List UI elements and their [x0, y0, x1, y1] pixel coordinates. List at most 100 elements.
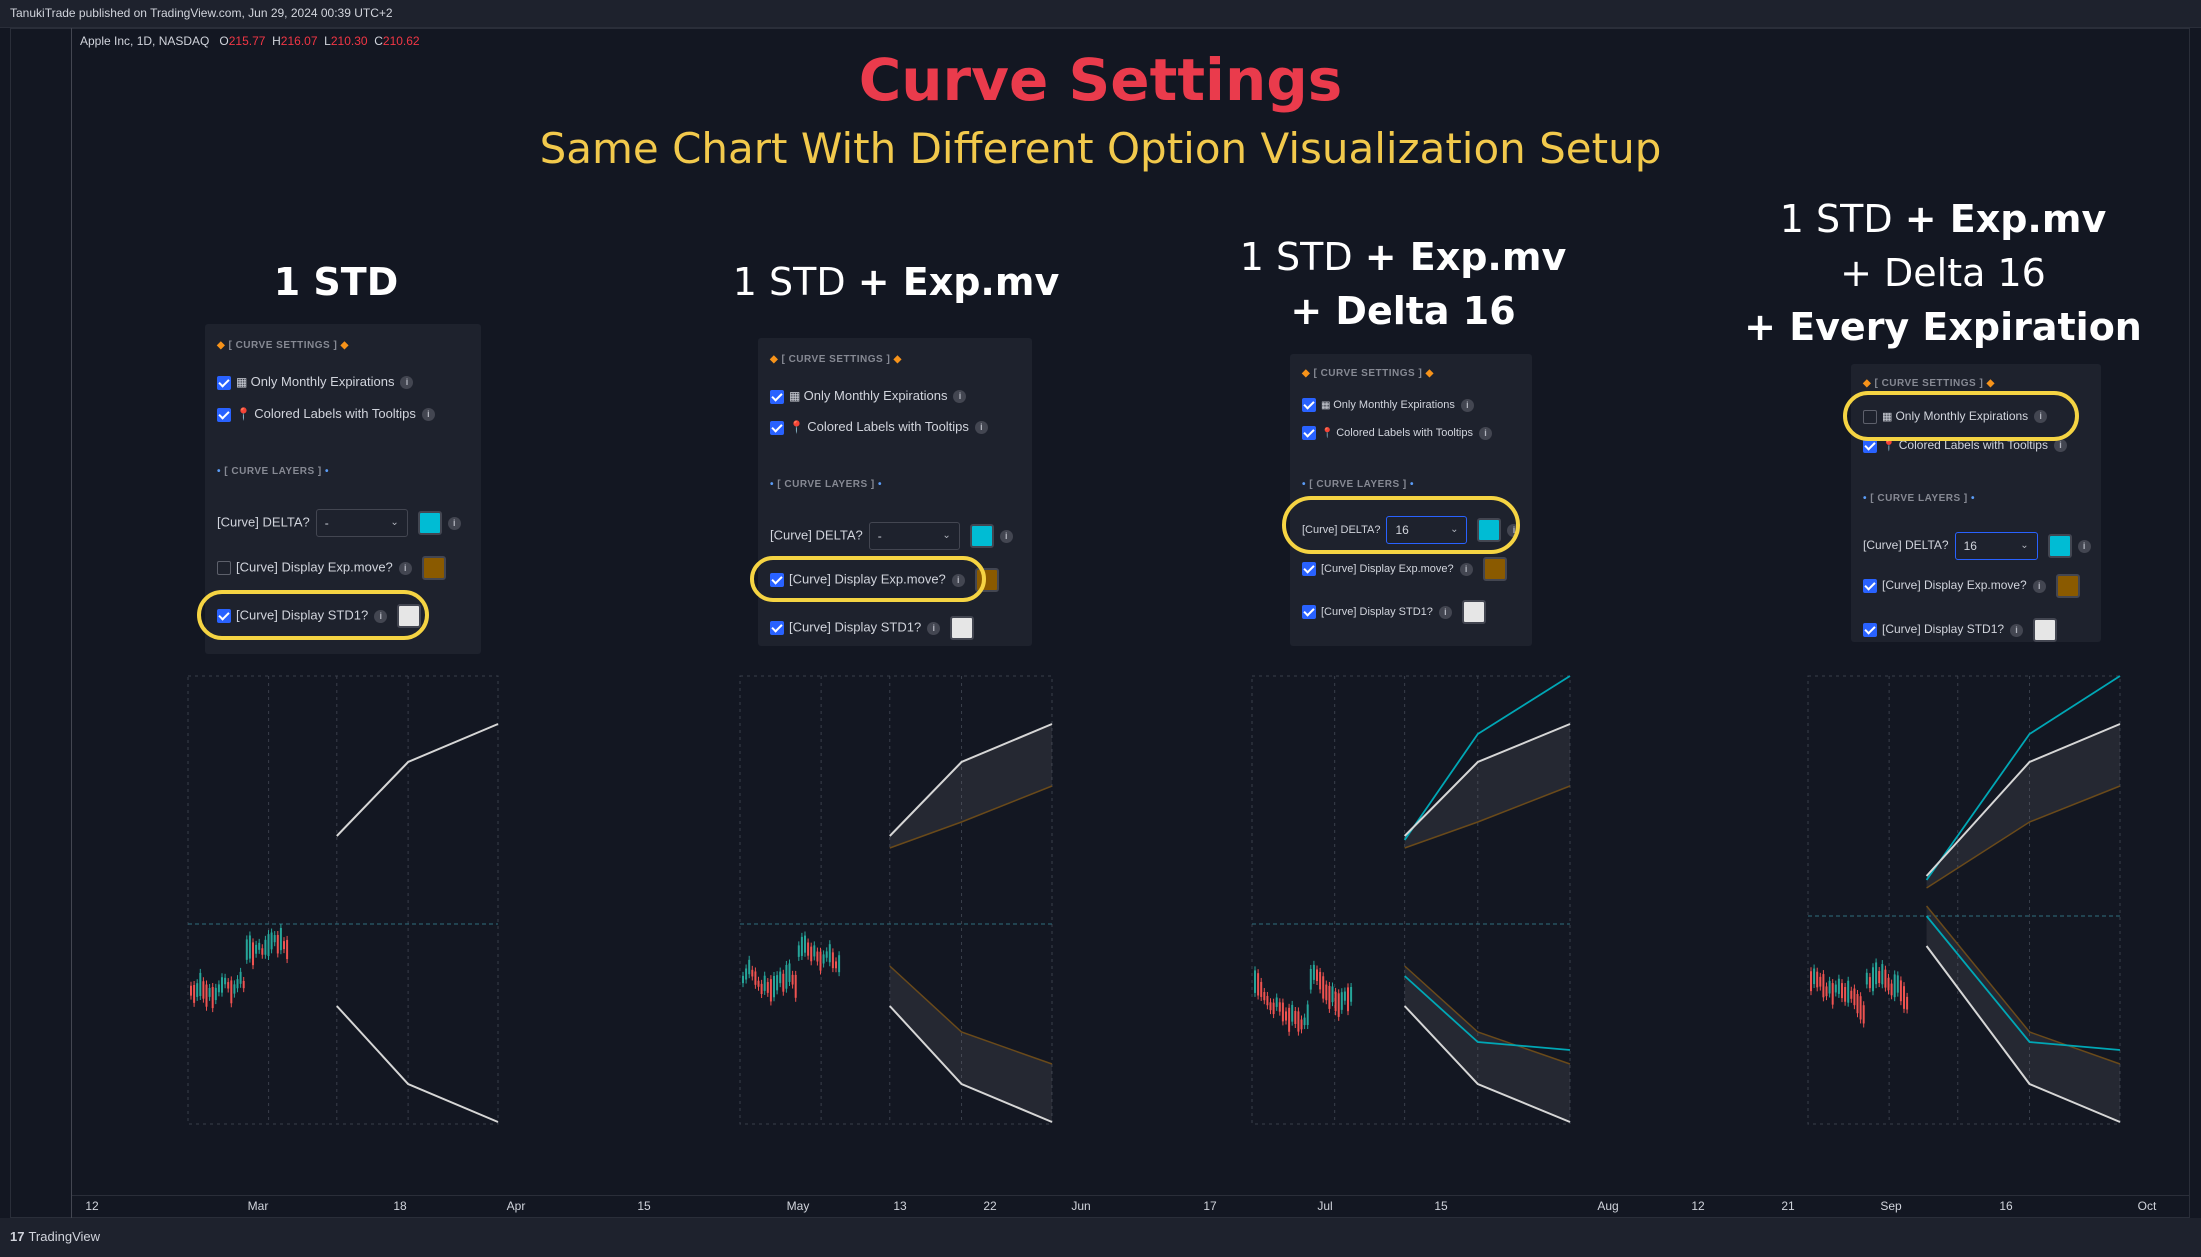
delta-setting[interactable]: [Curve] DELTA? - ⌄ i [770, 522, 1013, 550]
candle-body [1875, 962, 1878, 985]
info-icon[interactable]: i [400, 376, 414, 390]
checkbox[interactable] [770, 389, 784, 404]
checkbox[interactable] [1863, 623, 1877, 637]
candle-body [751, 969, 754, 977]
info-icon[interactable]: i [2077, 539, 2091, 553]
option-label: Colored Labels with Tooltips [1898, 438, 2048, 452]
info-icon[interactable]: i [374, 609, 388, 623]
std1-toggle[interactable]: [Curve] Display STD1? i [1302, 600, 1486, 624]
option-label: Only Monthly Expirations [803, 388, 948, 403]
info-icon[interactable]: i [953, 390, 967, 404]
symbol-legend[interactable]: Apple Inc, 1D, NASDAQ O215.77 H216.07 L2… [80, 34, 420, 48]
std1-color-swatch[interactable] [2033, 618, 2058, 642]
candle-body [1266, 995, 1269, 1006]
colored-labels-toggle[interactable]: 📍 Colored Labels with Tooltips i [1302, 426, 1492, 440]
candle-body [1294, 1011, 1297, 1024]
std1-toggle[interactable]: [Curve] Display STD1? i [770, 616, 975, 640]
colored-labels-toggle[interactable]: 📍 Colored Labels with Tooltips i [1863, 438, 2067, 453]
delta-color-swatch[interactable] [969, 524, 994, 548]
exp-move-toggle[interactable]: [Curve] Display Exp.move? i [1863, 574, 2080, 598]
checkbox[interactable] [770, 420, 784, 435]
checkbox[interactable] [217, 375, 231, 390]
info-icon[interactable]: i [2053, 439, 2067, 453]
checkbox[interactable] [1302, 398, 1316, 412]
expmove-color-swatch[interactable] [1482, 557, 1507, 581]
time-axis[interactable]: 12 Mar 18 Apr 15 May 13 22 Jun 17 Jul 15 Aug 12 21 Sep 1… [72, 1195, 2190, 1218]
info-icon[interactable]: i [1438, 605, 1452, 619]
delta-color-swatch[interactable] [417, 511, 442, 535]
pin-icon: 📍 [1882, 440, 1899, 452]
std1-toggle[interactable]: [Curve] Display STD1? i [1863, 618, 2058, 642]
time-axis-tick: 12 [1691, 1199, 1705, 1213]
std1-color-swatch[interactable] [950, 616, 975, 640]
info-icon[interactable]: i [1479, 426, 1492, 440]
candle-body [1331, 986, 1334, 1003]
delta-setting[interactable]: [Curve] DELTA? - ⌄ i [217, 509, 461, 537]
checkbox[interactable] [1302, 562, 1316, 576]
delta-value: - [324, 516, 329, 530]
delta-select[interactable]: - ⌄ [315, 509, 408, 537]
delta-select[interactable]: 16 ⌄ [1954, 532, 2038, 560]
candle-body [1865, 972, 1868, 985]
checkbox[interactable] [1863, 438, 1877, 453]
info-icon[interactable]: i [1460, 398, 1474, 412]
delta-select[interactable]: - ⌄ [868, 522, 960, 550]
delta-select[interactable]: 16 ⌄ [1386, 516, 1468, 544]
only-monthly-toggle[interactable]: ▦ Only Monthly Expirations i [217, 374, 414, 390]
tradingview-logo[interactable]: 17 TradingView [10, 1229, 100, 1244]
checkbox[interactable] [1863, 579, 1877, 593]
info-icon[interactable]: i [1459, 562, 1473, 576]
section-curve-layers: • [ CURVE LAYERS ] • [1863, 493, 1975, 504]
heading-normal: + Delta 16 [1840, 251, 2046, 295]
std1-color-swatch[interactable] [1461, 600, 1486, 624]
info-icon[interactable]: i [974, 421, 988, 435]
heading-line: 1 STD [36, 255, 636, 309]
open-value: 215.77 [228, 34, 266, 48]
checkbox[interactable] [1302, 605, 1316, 619]
candle-body [1828, 980, 1831, 994]
expmove-band [889, 724, 1052, 848]
heading-line: 1 STD + Exp.mv [1643, 192, 2201, 246]
candle-body [1334, 991, 1337, 1012]
candle-body [1899, 980, 1902, 1002]
checkbox[interactable] [217, 407, 231, 422]
info-icon[interactable]: i [421, 408, 435, 422]
candle-body [1868, 977, 1871, 989]
checkbox[interactable] [217, 561, 231, 575]
option-label: [Curve] Display Exp.move? [1321, 562, 1454, 575]
bullet-icon: • [1863, 493, 1871, 504]
candle-body [1893, 974, 1896, 998]
std1-lower-line [889, 1005, 1053, 1123]
colored-labels-toggle[interactable]: 📍 Colored Labels with Tooltips i [770, 419, 988, 435]
info-icon[interactable]: i [398, 561, 412, 575]
info-icon[interactable]: i [999, 529, 1013, 543]
candle-body [1272, 1002, 1275, 1015]
delta16-line [1404, 975, 1571, 1051]
info-icon[interactable]: i [927, 621, 941, 635]
delta-setting[interactable]: [Curve] DELTA? 16 ⌄ i [1863, 532, 2091, 560]
colored-labels-toggle[interactable]: 📍 Colored Labels with Tooltips i [217, 406, 435, 422]
section-curve-settings: ◆ [ CURVE SETTINGS ] ◆ [770, 354, 902, 365]
delta16-line [1925, 675, 2121, 881]
candle-body [224, 977, 227, 985]
only-monthly-toggle[interactable]: ▦ Only Monthly Expirations i [770, 388, 967, 404]
info-icon[interactable]: i [447, 516, 461, 530]
candle-body [1309, 968, 1312, 990]
time-axis-tick: 16 [1999, 1199, 2013, 1213]
info-icon[interactable]: i [2034, 410, 2048, 424]
candle-body [1281, 1002, 1284, 1022]
time-axis-tick: 21 [1781, 1199, 1795, 1213]
expmove-color-swatch[interactable] [421, 556, 446, 580]
candle-body [1260, 981, 1263, 997]
info-icon[interactable]: i [2032, 579, 2046, 593]
candle-body [742, 975, 744, 984]
expmove-color-swatch[interactable] [2055, 574, 2080, 598]
time-axis-tick: 13 [893, 1199, 907, 1213]
checkbox[interactable] [770, 621, 784, 635]
delta-color-swatch[interactable] [2047, 534, 2072, 558]
only-monthly-toggle[interactable]: ▦ Only Monthly Expirations i [1302, 398, 1474, 412]
exp-move-toggle[interactable]: [Curve] Display Exp.move? i [1302, 557, 1507, 581]
info-icon[interactable]: i [2010, 623, 2024, 637]
checkbox[interactable] [1302, 426, 1316, 440]
exp-move-toggle[interactable]: [Curve] Display Exp.move? i [217, 556, 446, 580]
